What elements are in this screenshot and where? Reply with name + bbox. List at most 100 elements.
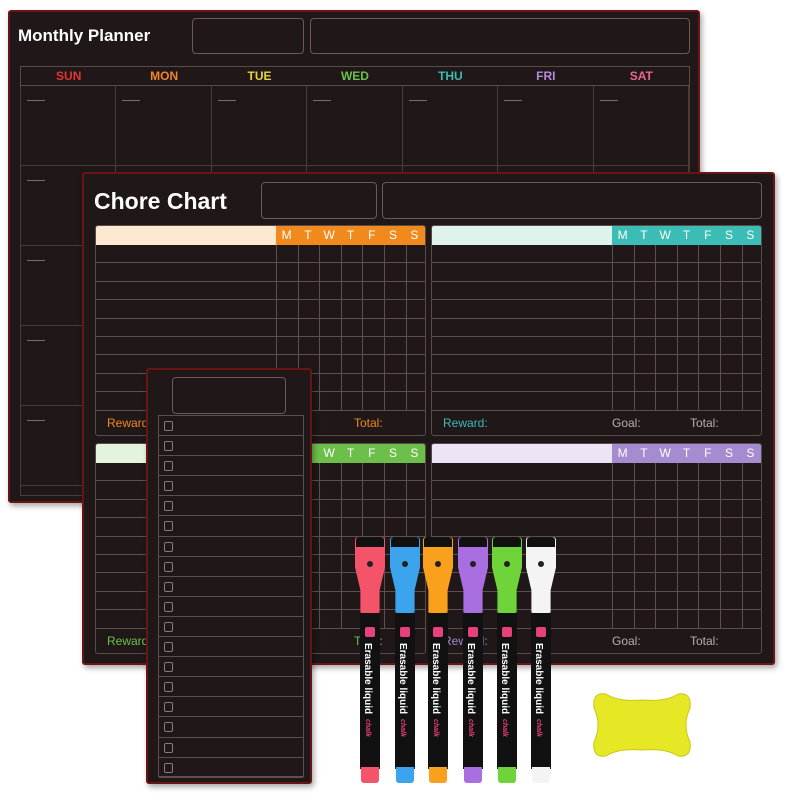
checkbox[interactable]: [164, 722, 173, 733]
checklist-item[interactable]: [159, 677, 303, 698]
checkbox[interactable]: [164, 621, 173, 632]
chore-row[interactable]: [432, 500, 761, 519]
chore-row[interactable]: [432, 245, 761, 264]
checklist-item[interactable]: [159, 516, 303, 537]
calendar-cell[interactable]: [307, 86, 403, 166]
checkbox[interactable]: [164, 561, 173, 572]
marker-tip: [498, 767, 516, 783]
calendar-cell[interactable]: [498, 86, 594, 166]
chore-row[interactable]: [96, 337, 425, 356]
chore-row[interactable]: [432, 282, 761, 301]
chore-row[interactable]: [432, 518, 761, 537]
day-label: T: [346, 446, 355, 460]
chalk-marker[interactable]: Erasable liquid chalk: [355, 537, 385, 783]
chore-row[interactable]: [432, 573, 761, 592]
checklist-item[interactable]: [159, 697, 303, 718]
calendar-cell[interactable]: [593, 86, 689, 166]
chore-row[interactable]: [432, 555, 761, 574]
checklist-item[interactable]: [159, 657, 303, 678]
month-field[interactable]: [192, 18, 304, 54]
chore-row[interactable]: [432, 463, 761, 482]
name-field[interactable]: [261, 182, 377, 219]
checkbox[interactable]: [164, 441, 173, 452]
chore-row[interactable]: [432, 355, 761, 374]
checklist-item[interactable]: [159, 717, 303, 738]
chalk-marker[interactable]: Erasable liquid chalk: [423, 537, 453, 783]
checklist-item[interactable]: [159, 617, 303, 638]
calendar-cell[interactable]: [402, 86, 499, 166]
checklist-item[interactable]: [159, 758, 303, 778]
calendar-cell[interactable]: [211, 86, 308, 166]
checkbox[interactable]: [164, 742, 173, 753]
day-label: W: [323, 228, 335, 242]
notes-field[interactable]: [310, 18, 690, 54]
chore-row[interactable]: [432, 610, 761, 629]
checkbox[interactable]: [164, 501, 173, 512]
checklist-title-field[interactable]: [172, 377, 286, 414]
checklist-item[interactable]: [159, 537, 303, 557]
week-field[interactable]: [382, 182, 762, 219]
checklist-item[interactable]: [159, 436, 303, 457]
checklist-item[interactable]: [159, 416, 303, 437]
weekday-fri: FRI: [536, 69, 556, 83]
day-label: S: [725, 228, 734, 242]
brand-logo-icon: [433, 627, 443, 637]
eraser[interactable]: [592, 690, 692, 760]
calendar-cell[interactable]: [116, 86, 212, 166]
chalk-marker[interactable]: Erasable liquid chalk: [390, 537, 420, 783]
checklist-item[interactable]: [159, 476, 303, 497]
checkbox[interactable]: [164, 762, 173, 773]
marker-tip: [429, 767, 447, 783]
day-label: S: [746, 446, 755, 460]
checkbox[interactable]: [164, 421, 173, 431]
chore-name-header[interactable]: [432, 226, 612, 245]
day-label: W: [659, 228, 671, 242]
checkbox[interactable]: [164, 702, 173, 713]
chore-name-header[interactable]: [432, 444, 612, 463]
marker-cap: [458, 537, 488, 613]
chore-row[interactable]: [432, 319, 761, 337]
checklist-item[interactable]: [159, 577, 303, 597]
checkbox[interactable]: [164, 541, 173, 552]
chore-row[interactable]: [432, 300, 761, 319]
checkbox[interactable]: [164, 601, 173, 612]
day-label: T: [346, 228, 355, 242]
checkbox[interactable]: [164, 481, 173, 492]
checkbox[interactable]: [164, 682, 173, 693]
marker-cap: [492, 537, 522, 613]
chore-row[interactable]: [432, 263, 761, 282]
checkbox[interactable]: [164, 461, 173, 472]
chore-row[interactable]: [432, 592, 761, 611]
checkbox[interactable]: [164, 521, 173, 532]
chore-row[interactable]: [432, 481, 761, 500]
chore-row[interactable]: [96, 245, 425, 264]
chore-name-header[interactable]: [96, 226, 276, 245]
day-label: F: [704, 446, 712, 460]
chore-row[interactable]: [96, 319, 425, 337]
day-label: T: [640, 228, 648, 242]
checklist-item[interactable]: [159, 456, 303, 477]
chore-row[interactable]: [432, 374, 761, 393]
chore-row[interactable]: [432, 392, 761, 411]
chalk-marker[interactable]: Erasable liquid chalk: [458, 537, 488, 783]
checkbox[interactable]: [164, 642, 173, 653]
checklist-item[interactable]: [159, 557, 303, 577]
marker-label: Erasable liquid: [533, 643, 544, 715]
checkbox[interactable]: [164, 662, 173, 673]
checklist-item[interactable]: [159, 738, 303, 758]
chalk-marker[interactable]: Erasable liquid chalk: [492, 537, 522, 783]
chalk-marker[interactable]: Erasable liquid chalk: [526, 537, 556, 783]
chore-row[interactable]: [432, 337, 761, 356]
chore-row[interactable]: [96, 282, 425, 301]
brand-logo-icon: [365, 627, 375, 637]
checklist-item[interactable]: [159, 637, 303, 658]
checklist-item[interactable]: [159, 597, 303, 617]
day-label: W: [323, 446, 335, 460]
checkbox[interactable]: [164, 581, 173, 592]
chore-row[interactable]: [96, 263, 425, 282]
chore-row[interactable]: [432, 537, 761, 555]
checklist-item[interactable]: [159, 496, 303, 517]
weekday-header: SUN MON TUE WED THU FRI SAT: [20, 66, 690, 86]
calendar-cell[interactable]: [21, 86, 117, 166]
chore-row[interactable]: [96, 300, 425, 319]
